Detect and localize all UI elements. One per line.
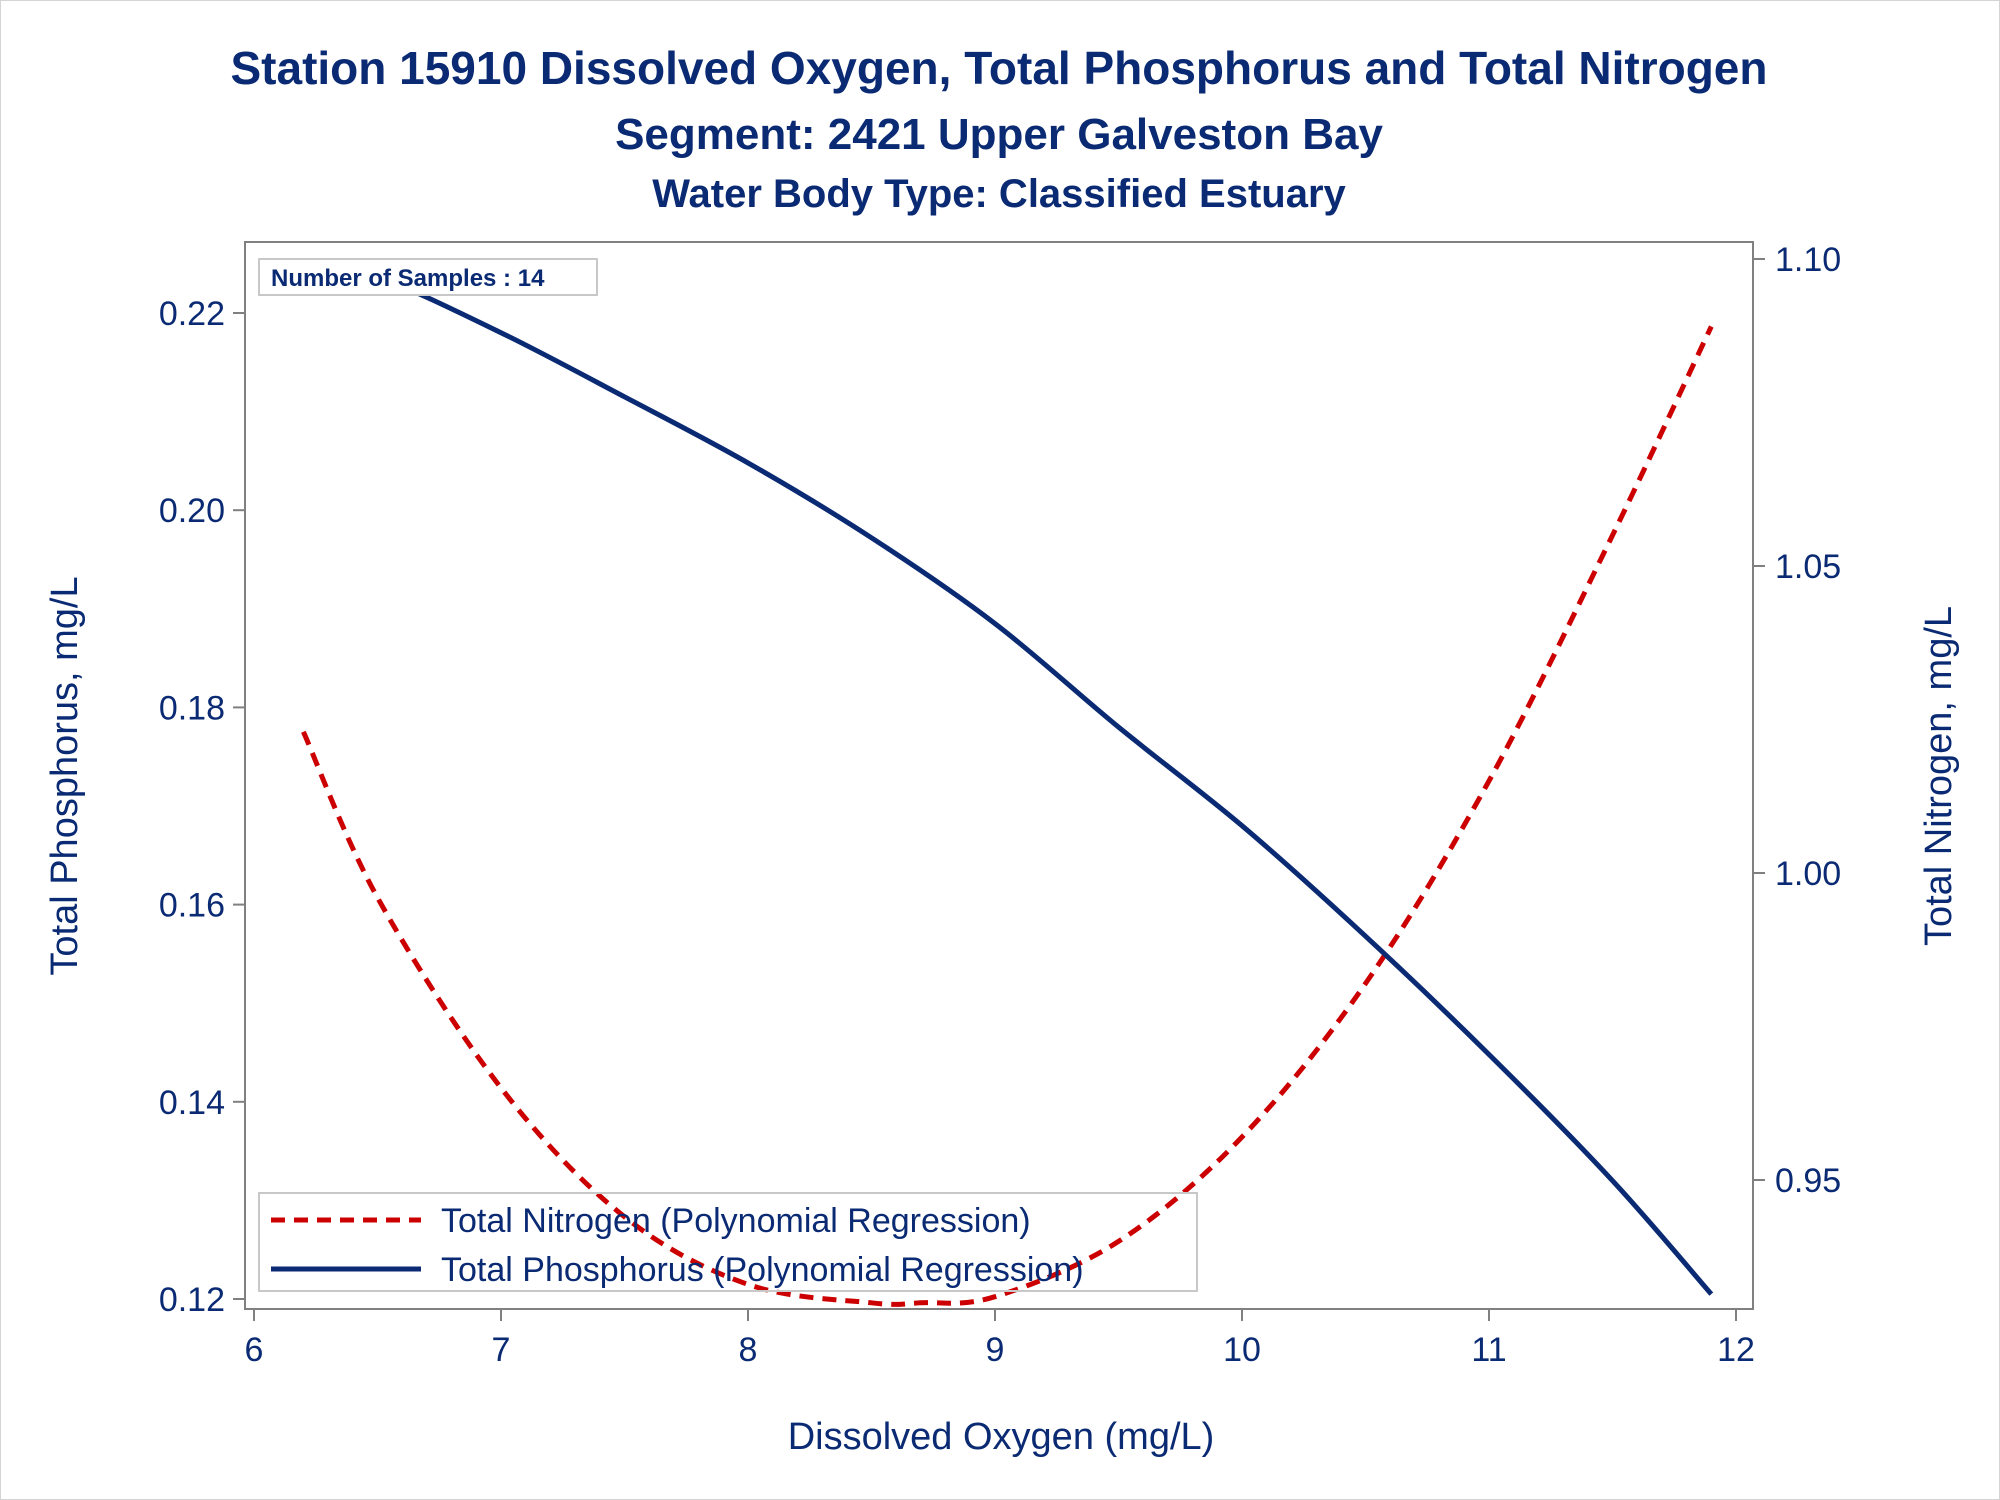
- y-tick-label: 0.12: [159, 1281, 225, 1319]
- chart-subtitle-2: Water Body Type: Classified Estuary: [652, 172, 1346, 216]
- sample-count-frame: [258, 258, 598, 296]
- x-tick-label: 9: [986, 1331, 1005, 1369]
- x-tick-label: 12: [1717, 1331, 1755, 1369]
- series-line-total-nitrogen: [301, 325, 1714, 1307]
- y-tick-label: 0.22: [159, 295, 225, 333]
- legend-frame: [258, 1192, 1198, 1292]
- sample-count-text: Number of Samples : 14: [271, 265, 545, 292]
- y-axis-left: 0.12 0.14 0.16 0.18 0.20 0.22: [159, 295, 245, 1319]
- chart-subtitle: Segment: 2421 Upper Galveston Bay: [615, 110, 1383, 159]
- y2-tick-label: 0.95: [1775, 1162, 1841, 1200]
- y-axis-label: Total Phosphorus, mg/L: [44, 576, 86, 975]
- x-tick-label: 11: [1471, 1331, 1506, 1369]
- y-tick-label: 0.16: [159, 887, 225, 925]
- x-axis: 6 7 8 9 10 11 12: [245, 1309, 1755, 1369]
- legend-label-nitrogen: Total Nitrogen (Polynomial Regression): [441, 1202, 1031, 1240]
- series-layer: [301, 258, 1714, 1307]
- y2-tick-label: 1.05: [1775, 548, 1841, 586]
- y2-tick-label: 1.00: [1775, 855, 1841, 893]
- sample-count-box: Number of Samples : 14: [258, 258, 598, 296]
- plot-area: [244, 241, 1754, 1310]
- series-line-total-phosphorus: [302, 258, 1714, 1296]
- legend: Total Nitrogen (Polynomial Regression) T…: [258, 1192, 1198, 1292]
- y-tick-label: 0.18: [159, 689, 225, 727]
- x-tick-label: 7: [492, 1331, 511, 1369]
- y-tick-label: 0.20: [159, 492, 225, 530]
- x-tick-label: 8: [739, 1331, 758, 1369]
- y-axis-right: 0.95 1.00 1.05 1.10: [1753, 241, 1841, 1200]
- y2-axis-label: Total Nitrogen, mg/L: [1918, 606, 1960, 946]
- x-tick-label: 10: [1223, 1331, 1261, 1369]
- y2-tick-label: 1.10: [1775, 241, 1841, 279]
- chart-title: Station 15910 Dissolved Oxygen, Total Ph…: [230, 42, 1767, 94]
- x-axis-label: Dissolved Oxygen (mg/L): [788, 1416, 1215, 1458]
- y-tick-label: 0.14: [159, 1084, 225, 1122]
- legend-label-phosphorus: Total Phosphorus (Polynomial Regression): [441, 1251, 1084, 1289]
- x-tick-label: 6: [245, 1331, 264, 1369]
